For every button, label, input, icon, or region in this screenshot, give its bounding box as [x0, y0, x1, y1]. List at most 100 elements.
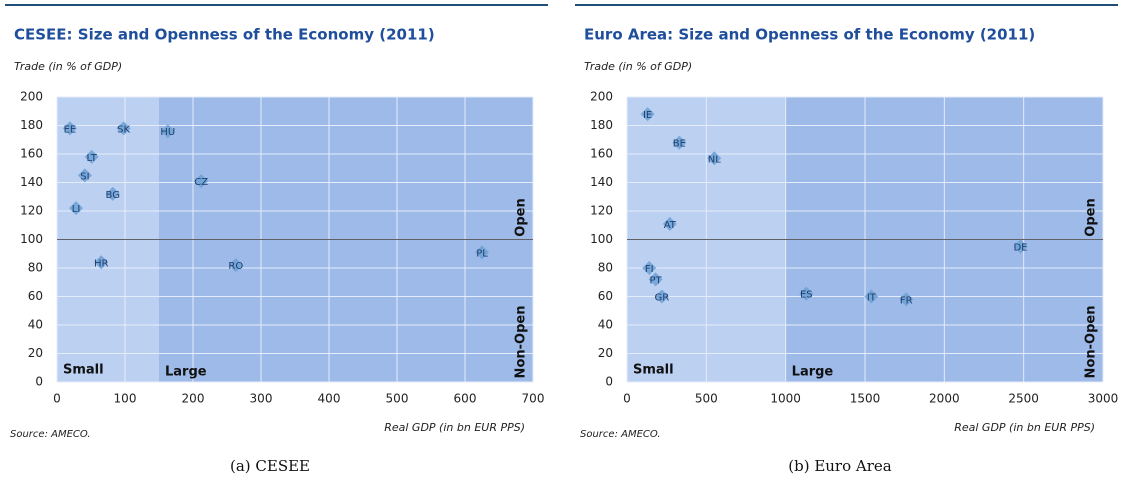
y-tick-label: 80 — [28, 261, 43, 275]
point — [899, 292, 914, 307]
x-tick-label: 300 — [250, 392, 273, 406]
y-tick-label: 0 — [605, 375, 613, 389]
point-label: SI — [80, 171, 89, 182]
x-tick-label: 1000 — [770, 392, 801, 406]
y-tick-label: 120 — [20, 204, 43, 218]
point-label: CZ — [194, 177, 208, 188]
y-tick-label: 0 — [35, 375, 43, 389]
point — [105, 186, 120, 201]
point — [672, 135, 687, 150]
y-tick-label: 100 — [20, 232, 43, 246]
point — [116, 121, 131, 136]
region-label: Small — [63, 363, 104, 378]
point — [228, 258, 243, 273]
point — [642, 261, 657, 275]
x-tick-label: 2000 — [929, 392, 960, 406]
point — [648, 272, 663, 287]
region-label: Non-Open — [514, 306, 529, 379]
source: Source: AMECO. — [10, 429, 91, 440]
chart-title: Euro Area: Size and Openness of the Econ… — [584, 26, 1035, 44]
x-axis-label: Real GDP (in bn EUR PPS) — [954, 421, 1095, 434]
y-tick-label: 100 — [590, 232, 613, 246]
region-label: Open — [514, 198, 529, 236]
point — [77, 168, 92, 183]
y-tick-label: 180 — [20, 118, 43, 132]
point — [69, 201, 84, 216]
point-label: LI — [72, 204, 81, 215]
point-label: LT — [87, 153, 98, 164]
point — [662, 216, 677, 231]
x-tick-label: 700 — [522, 392, 545, 406]
region-label: Small — [633, 363, 674, 378]
y-tick-label: 140 — [590, 175, 613, 189]
point-label: NL — [708, 154, 721, 165]
point-label: PL — [476, 248, 488, 259]
y-tick-label: 120 — [590, 204, 613, 218]
y-tick-label: 200 — [590, 90, 613, 104]
point-label: HU — [160, 127, 175, 138]
region-label: Large — [165, 365, 207, 380]
point-label: FR — [900, 295, 913, 306]
region-label: Non-Open — [1084, 306, 1099, 379]
point — [194, 174, 209, 189]
x-tick-label: 500 — [386, 392, 409, 406]
x-axis-label: Real GDP (in bn EUR PPS) — [384, 421, 525, 434]
x-tick-label: 0 — [623, 392, 631, 406]
source: Source: AMECO. — [580, 429, 661, 440]
x-tick-label: 500 — [695, 392, 718, 406]
chart-title: CESEE: Size and Openness of the Economy … — [14, 26, 435, 44]
caption: (a) CESEE — [230, 457, 310, 475]
point — [799, 286, 814, 301]
point — [160, 124, 175, 139]
point-label: DE — [1013, 243, 1027, 254]
point — [475, 245, 489, 260]
point-label: GR — [655, 293, 670, 304]
y-tick-label: 80 — [598, 261, 613, 275]
region-label: Open — [1084, 198, 1099, 236]
point-label: AT — [664, 220, 677, 231]
point — [864, 289, 879, 304]
y-tick-label: 160 — [20, 147, 43, 161]
y-tick-label: 40 — [598, 318, 613, 332]
y-tick-label: 20 — [598, 346, 613, 360]
x-tick-label: 100 — [114, 392, 137, 406]
y-tick-label: 20 — [28, 346, 43, 360]
y-axis-label: Trade (in % of GDP) — [14, 60, 122, 73]
y-tick-label: 200 — [20, 90, 43, 104]
y-tick-label: 180 — [590, 118, 613, 132]
x-tick-label: 3000 — [1088, 392, 1119, 406]
x-tick-label: 600 — [454, 392, 477, 406]
point — [640, 107, 655, 122]
point-label: IT — [867, 293, 877, 304]
caption: (b) Euro Area — [788, 457, 892, 475]
point-label: BE — [673, 139, 686, 150]
point-label: IE — [643, 110, 652, 121]
region-label: Large — [792, 365, 834, 380]
x-tick-label: 400 — [318, 392, 341, 406]
x-tick-label: 0 — [53, 392, 61, 406]
y-tick-label: 140 — [20, 175, 43, 189]
y-tick-label: 40 — [28, 318, 43, 332]
point — [1013, 239, 1028, 254]
point — [654, 289, 669, 304]
y-tick-label: 160 — [590, 147, 613, 161]
point — [94, 255, 109, 270]
point-label: SK — [117, 124, 130, 135]
point-label: FI — [645, 264, 654, 275]
y-tick-label: 60 — [598, 289, 613, 303]
point — [84, 149, 99, 164]
point-label: EE — [64, 124, 77, 135]
point — [62, 121, 77, 136]
point-label: RO — [228, 261, 243, 272]
point-label: ES — [800, 290, 813, 301]
x-tick-label: 1500 — [850, 392, 881, 406]
point-label: PT — [649, 275, 662, 286]
point-label: HR — [94, 258, 109, 269]
y-axis-label: Trade (in % of GDP) — [584, 60, 692, 73]
x-tick-label: 2500 — [1008, 392, 1039, 406]
y-tick-label: 60 — [28, 289, 43, 303]
x-tick-label: 200 — [182, 392, 205, 406]
point — [707, 151, 722, 166]
point-label: BG — [106, 190, 120, 201]
